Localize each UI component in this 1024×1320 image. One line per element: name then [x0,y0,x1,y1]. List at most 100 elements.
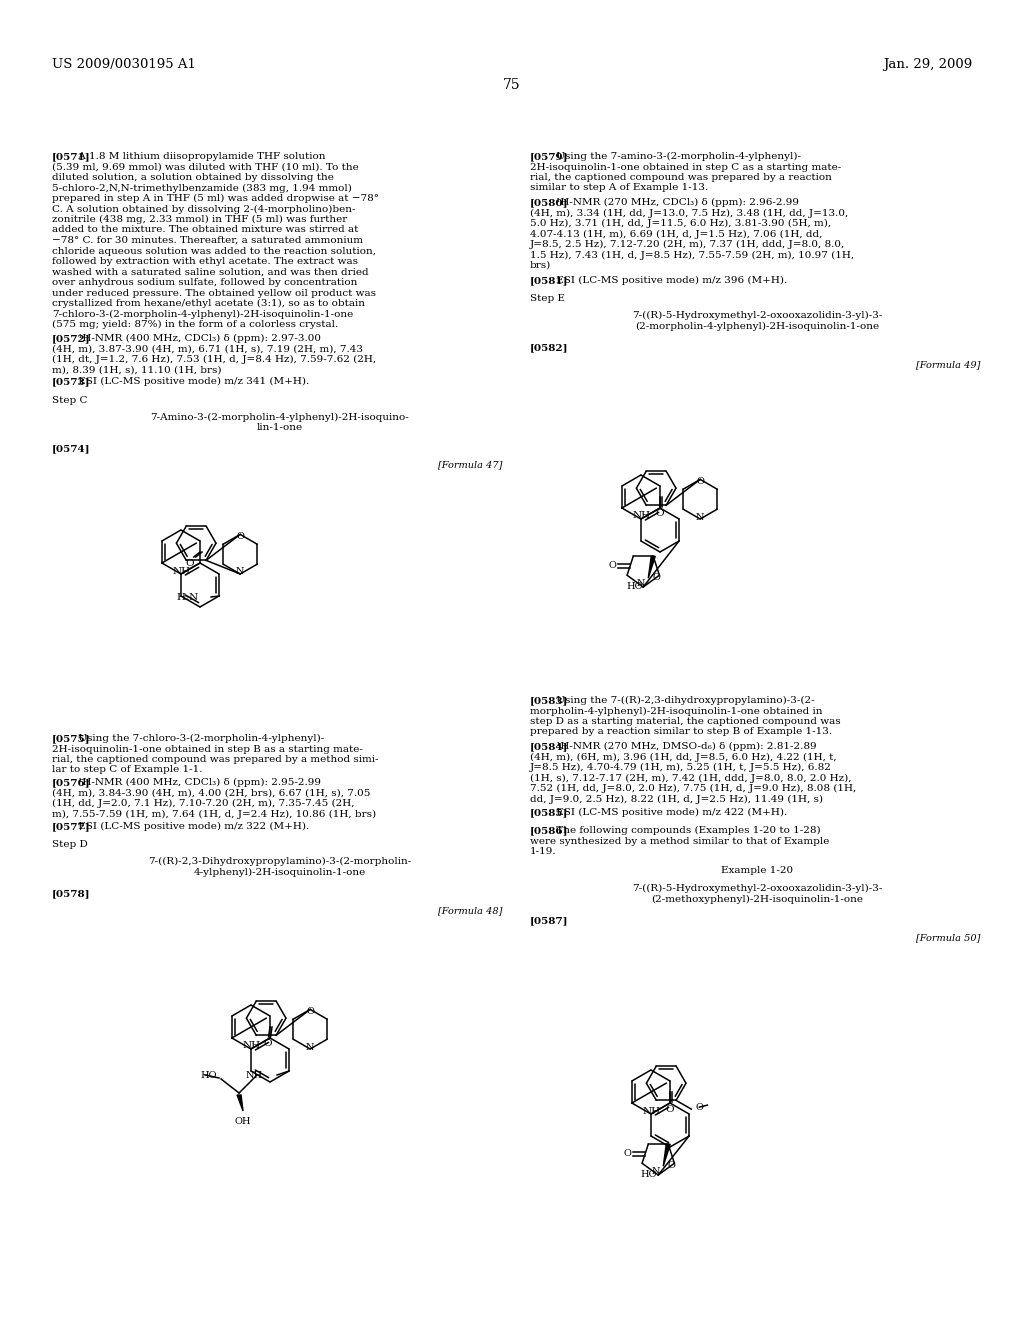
Text: zonitrile (438 mg, 2.33 mmol) in THF (5 ml) was further: zonitrile (438 mg, 2.33 mmol) in THF (5 … [52,215,347,224]
Text: step D as a starting material, the captioned compound was: step D as a starting material, the capti… [530,717,841,726]
Text: 75: 75 [503,78,521,92]
Text: under reduced pressure. The obtained yellow oil product was: under reduced pressure. The obtained yel… [52,289,376,297]
Text: followed by extraction with ethyl acetate. The extract was: followed by extraction with ethyl acetat… [52,257,358,267]
Text: 7-((R)-2,3-Dihydroxypropylamino)-3-(2-morpholin-: 7-((R)-2,3-Dihydroxypropylamino)-3-(2-mo… [147,857,411,866]
Text: crystallized from hexane/ethyl acetate (3:1), so as to obtain: crystallized from hexane/ethyl acetate (… [52,300,365,308]
Text: prepared by a reaction similar to step B of Example 1-13.: prepared by a reaction similar to step B… [530,727,833,737]
Text: lin-1-one: lin-1-one [256,424,302,433]
Text: NH: NH [246,1071,263,1080]
Text: prepared in step A in THF (5 ml) was added dropwise at −78°: prepared in step A in THF (5 ml) was add… [52,194,379,203]
Text: Step C: Step C [52,396,87,405]
Text: [0576]: [0576] [52,777,91,787]
Text: 7-chloro-3-(2-morpholin-4-ylphenyl)-2H-isoquinolin-1-one: 7-chloro-3-(2-morpholin-4-ylphenyl)-2H-i… [52,309,353,318]
Text: HO: HO [627,582,643,591]
Text: O: O [655,510,665,519]
Text: [0574]: [0574] [52,444,90,453]
Text: m), 7.55-7.59 (1H, m), 7.64 (1H, d, J=2.4 Hz), 10.86 (1H, brs): m), 7.55-7.59 (1H, m), 7.64 (1H, d, J=2.… [52,809,376,818]
Text: The following compounds (Examples 1-20 to 1-28): The following compounds (Examples 1-20 t… [553,826,820,836]
Text: (2-morpholin-4-ylphenyl)-2H-isoquinolin-1-one: (2-morpholin-4-ylphenyl)-2H-isoquinolin-… [636,322,880,330]
Text: HO: HO [201,1071,217,1080]
Text: Jan. 29, 2009: Jan. 29, 2009 [883,58,972,71]
Text: O: O [306,1007,314,1016]
Text: rial, the captioned compound was prepared by a reaction: rial, the captioned compound was prepare… [530,173,831,182]
Text: similar to step A of Example 1-13.: similar to step A of Example 1-13. [530,183,709,193]
Text: HO: HO [641,1170,657,1179]
Text: O: O [624,1150,631,1158]
Text: [0575]: [0575] [52,734,90,743]
Text: (2-methoxyphenyl)-2H-isoquinolin-1-one: (2-methoxyphenyl)-2H-isoquinolin-1-one [651,895,863,904]
Text: O: O [652,573,660,582]
Text: [0587]: [0587] [530,916,568,925]
Text: N: N [652,1167,660,1176]
Text: 5-chloro-2,N,N-trimethylbenzamide (383 mg, 1.94 mmol): 5-chloro-2,N,N-trimethylbenzamide (383 m… [52,183,352,193]
Text: C. A solution obtained by dissolving 2-(4-morpholino)ben-: C. A solution obtained by dissolving 2-(… [52,205,355,214]
Text: ¹H-NMR (270 MHz, DMSO-d₆) δ (ppm): 2.81-2.89: ¹H-NMR (270 MHz, DMSO-d₆) δ (ppm): 2.81-… [553,742,816,751]
Text: 1-19.: 1-19. [530,847,557,855]
Text: ESI (LC-MS positive mode) m/z 341 (M+H).: ESI (LC-MS positive mode) m/z 341 (M+H). [75,378,309,387]
Text: ESI (LC-MS positive mode) m/z 422 (M+H).: ESI (LC-MS positive mode) m/z 422 (M+H). [553,808,787,817]
Text: brs): brs) [530,261,551,271]
Text: O: O [696,477,705,486]
Text: [0586]: [0586] [530,826,568,836]
Text: O: O [264,1040,272,1048]
Text: 7-((R)-5-Hydroxymethyl-2-oxooxazolidin-3-yl)-3-: 7-((R)-5-Hydroxymethyl-2-oxooxazolidin-3… [632,312,883,321]
Polygon shape [648,556,655,578]
Text: J=8.5, 2.5 Hz), 7.12-7.20 (2H, m), 7.37 (1H, ddd, J=8.0, 8.0,: J=8.5, 2.5 Hz), 7.12-7.20 (2H, m), 7.37 … [530,240,845,249]
Polygon shape [664,1144,671,1167]
Text: N: N [236,568,245,577]
Text: N: N [637,579,645,589]
Text: [0573]: [0573] [52,378,90,385]
Text: [Formula 50]: [Formula 50] [915,933,980,942]
Text: chloride aqueous solution was added to the reaction solution,: chloride aqueous solution was added to t… [52,247,376,256]
Text: Using the 7-chloro-3-(2-morpholin-4-ylphenyl)-: Using the 7-chloro-3-(2-morpholin-4-ylph… [75,734,324,743]
Text: −78° C. for 30 minutes. Thereafter, a saturated ammonium: −78° C. for 30 minutes. Thereafter, a sa… [52,236,362,246]
Text: Using the 7-((R)-2,3-dihydroxypropylamino)-3-(2-: Using the 7-((R)-2,3-dihydroxypropylamin… [553,696,814,705]
Text: O: O [695,1102,703,1111]
Text: [0583]: [0583] [530,696,568,705]
Text: J=8.5 Hz), 4.70-4.79 (1H, m), 5.25 (1H, t, J=5.5 Hz), 6.82: J=8.5 Hz), 4.70-4.79 (1H, m), 5.25 (1H, … [530,763,831,772]
Text: [0578]: [0578] [52,888,90,898]
Text: 4.07-4.13 (1H, m), 6.69 (1H, d, J=1.5 Hz), 7.06 (1H, dd,: 4.07-4.13 (1H, m), 6.69 (1H, d, J=1.5 Hz… [530,230,822,239]
Text: (4H, m), (6H, m), 3.96 (1H, dd, J=8.5, 6.0 Hz), 4.22 (1H, t,: (4H, m), (6H, m), 3.96 (1H, dd, J=8.5, 6… [530,752,837,762]
Text: [0585]: [0585] [530,808,568,817]
Text: 2H-isoquinolin-1-one obtained in step C as a starting mate-: 2H-isoquinolin-1-one obtained in step C … [530,162,842,172]
Text: A 1.8 M lithium diisopropylamide THF solution: A 1.8 M lithium diisopropylamide THF sol… [75,152,326,161]
Text: (1H, dt, J=1.2, 7.6 Hz), 7.53 (1H, d, J=8.4 Hz), 7.59-7.62 (2H,: (1H, dt, J=1.2, 7.6 Hz), 7.53 (1H, d, J=… [52,355,376,364]
Text: 7-((R)-5-Hydroxymethyl-2-oxooxazolidin-3-yl)-3-: 7-((R)-5-Hydroxymethyl-2-oxooxazolidin-3… [632,884,883,894]
Text: (4H, m), 3.84-3.90 (4H, m), 4.00 (2H, brs), 6.67 (1H, s), 7.05: (4H, m), 3.84-3.90 (4H, m), 4.00 (2H, br… [52,788,371,797]
Text: NH: NH [633,511,651,520]
Text: NH: NH [173,566,191,576]
Text: [Formula 47]: [Formula 47] [437,459,502,469]
Text: H₂N: H₂N [177,594,199,602]
Text: [0582]: [0582] [530,343,568,352]
Text: [0584]: [0584] [530,742,568,751]
Text: NH: NH [243,1041,261,1051]
Text: Step E: Step E [530,294,565,304]
Text: ¹H-NMR (400 MHz, CDCl₃) δ (ppm): 2.97-3.00: ¹H-NMR (400 MHz, CDCl₃) δ (ppm): 2.97-3.… [75,334,321,343]
Text: 4-ylphenyl)-2H-isoquinolin-1-one: 4-ylphenyl)-2H-isoquinolin-1-one [194,867,366,876]
Text: m), 8.39 (1H, s), 11.10 (1H, brs): m), 8.39 (1H, s), 11.10 (1H, brs) [52,366,221,375]
Text: [0571]: [0571] [52,152,91,161]
Text: [0577]: [0577] [52,822,91,832]
Text: N: N [696,512,705,521]
Polygon shape [237,1096,243,1111]
Text: added to the mixture. The obtained mixture was stirred at: added to the mixture. The obtained mixtu… [52,226,358,235]
Text: NH: NH [643,1106,662,1115]
Text: were synthesized by a method similar to that of Example: were synthesized by a method similar to … [530,837,829,846]
Text: N: N [306,1043,314,1052]
Text: [Formula 49]: [Formula 49] [915,360,980,370]
Text: washed with a saturated saline solution, and was then dried: washed with a saturated saline solution,… [52,268,369,276]
Text: Using the 7-amino-3-(2-morpholin-4-ylphenyl)-: Using the 7-amino-3-(2-morpholin-4-ylphe… [553,152,801,161]
Text: ¹H-NMR (270 MHz, CDCl₃) δ (ppm): 2.96-2.99: ¹H-NMR (270 MHz, CDCl₃) δ (ppm): 2.96-2.… [553,198,799,207]
Text: (1H, s), 7.12-7.17 (2H, m), 7.42 (1H, ddd, J=8.0, 8.0, 2.0 Hz),: (1H, s), 7.12-7.17 (2H, m), 7.42 (1H, dd… [530,774,852,783]
Text: Example 1-20: Example 1-20 [722,866,794,875]
Text: O: O [608,561,616,570]
Text: US 2009/0030195 A1: US 2009/0030195 A1 [52,58,196,71]
Text: 1.5 Hz), 7.43 (1H, d, J=8.5 Hz), 7.55-7.59 (2H, m), 10.97 (1H,: 1.5 Hz), 7.43 (1H, d, J=8.5 Hz), 7.55-7.… [530,251,854,260]
Text: diluted solution, a solution obtained by dissolving the: diluted solution, a solution obtained by… [52,173,334,182]
Text: (4H, m), 3.34 (1H, dd, J=13.0, 7.5 Hz), 3.48 (1H, dd, J=13.0,: (4H, m), 3.34 (1H, dd, J=13.0, 7.5 Hz), … [530,209,848,218]
Text: [0572]: [0572] [52,334,91,343]
Text: ESI (LC-MS positive mode) m/z 396 (M+H).: ESI (LC-MS positive mode) m/z 396 (M+H). [553,276,787,285]
Text: morpholin-4-ylphenyl)-2H-isoquinolin-1-one obtained in: morpholin-4-ylphenyl)-2H-isoquinolin-1-o… [530,706,822,715]
Text: 2H-isoquinolin-1-one obtained in step B as a starting mate-: 2H-isoquinolin-1-one obtained in step B … [52,744,362,754]
